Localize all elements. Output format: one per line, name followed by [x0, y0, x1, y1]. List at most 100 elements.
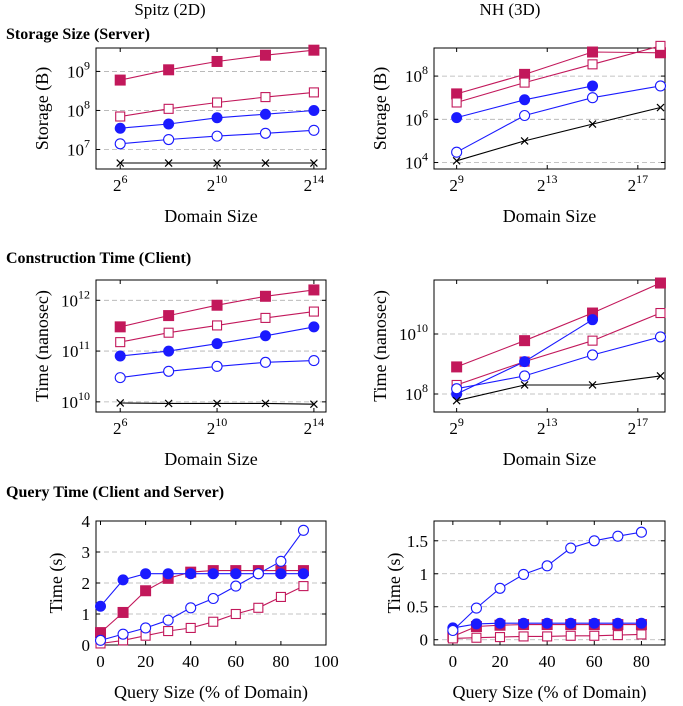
series-black-cross	[452, 103, 665, 165]
x-tick-label: 0	[96, 652, 105, 671]
data-point	[308, 306, 319, 317]
data-point	[308, 355, 320, 367]
data-point	[654, 80, 667, 92]
series-red-square-filled	[114, 44, 320, 86]
data-point	[519, 335, 531, 347]
data-point	[213, 399, 221, 408]
data-point	[470, 618, 482, 630]
data-point	[308, 87, 319, 98]
x-tick-label: 80	[633, 652, 650, 671]
data-point	[253, 602, 264, 613]
data-point	[164, 399, 173, 408]
x-tick-label: 0	[449, 652, 458, 671]
data-point	[520, 381, 529, 389]
data-point	[275, 568, 287, 580]
data-point	[451, 97, 462, 108]
y-tick-label: 1010	[399, 321, 428, 344]
series-red-square-open	[115, 306, 319, 348]
series-blue-circle-open	[94, 524, 310, 646]
data-point	[308, 104, 320, 116]
y-axis-label: Time (s)	[384, 553, 405, 614]
data-point	[163, 625, 174, 637]
series-black-cross	[116, 159, 318, 167]
data-point	[612, 630, 623, 641]
data-point	[494, 632, 506, 643]
data-point	[297, 524, 310, 536]
data-point	[636, 629, 647, 640]
series-blue-circle-filled	[114, 321, 320, 362]
series-red-square-open	[451, 40, 666, 108]
data-point	[587, 80, 599, 92]
data-point	[185, 568, 197, 580]
data-point	[656, 103, 665, 112]
series-line	[100, 529, 304, 641]
data-point	[140, 622, 152, 634]
series-line	[456, 375, 661, 402]
x-tick-label: 29	[449, 415, 464, 438]
data-point	[140, 568, 152, 580]
data-point	[275, 591, 286, 603]
data-point	[162, 614, 174, 626]
y-tick-label: 1010	[61, 389, 90, 412]
x-tick-label: 210	[207, 415, 228, 438]
x-tick-label: 60	[227, 652, 244, 671]
y-tick-label: 4	[82, 512, 91, 531]
data-point	[518, 617, 530, 629]
series-line	[452, 531, 642, 631]
data-point	[519, 109, 531, 122]
x-tick-label: 213	[537, 172, 558, 195]
data-point	[114, 372, 126, 384]
data-point	[259, 356, 272, 368]
data-point	[163, 365, 175, 377]
x-axis-label: Domain Size	[164, 449, 257, 469]
data-point	[259, 49, 271, 61]
data-point	[297, 568, 309, 580]
data-point	[452, 396, 461, 405]
data-point	[164, 159, 173, 167]
data-point	[494, 617, 506, 629]
data-point	[163, 327, 174, 338]
data-point	[451, 88, 463, 100]
data-point	[451, 146, 463, 158]
y-tick-label: 2	[82, 574, 91, 593]
axes-frame	[95, 47, 327, 170]
data-point	[259, 108, 271, 120]
data-point	[470, 602, 482, 614]
data-point	[162, 568, 174, 580]
data-point	[115, 111, 126, 122]
column-title-spitz: Spitz (2D)	[134, 0, 205, 19]
series-line	[100, 573, 304, 607]
x-tick-label: 60	[586, 652, 603, 671]
data-point	[95, 600, 107, 612]
chart-storage-nh: 29 213 217 104 106 108 Domain Size Storage (B)	[370, 40, 667, 226]
data-point	[635, 617, 647, 629]
x-axis-label: Query Size (% of Domain)	[453, 682, 647, 703]
x-tick-label: 210	[207, 172, 228, 195]
data-point	[656, 372, 665, 380]
y-tick-label: 1.5	[407, 532, 428, 551]
data-point	[211, 55, 223, 67]
data-point	[185, 622, 196, 634]
data-point	[117, 606, 129, 618]
x-tick-label: 40	[182, 652, 199, 671]
x-tick-label: 26	[113, 415, 128, 438]
y-tick-label: 108	[67, 97, 90, 120]
data-point	[261, 399, 270, 408]
data-point	[494, 582, 506, 594]
series-blue-circle-open	[451, 331, 667, 395]
data-point	[655, 40, 666, 51]
chart-storage-spitz: 26 210 214 107 108 109 Domain Size Storage (B)	[32, 44, 327, 226]
data-point	[451, 361, 463, 373]
series-blue-circle-filled	[95, 568, 309, 612]
section-title-construction: Construction Time (Client)	[6, 250, 191, 267]
y-tick-label: 1	[82, 605, 91, 624]
data-point	[211, 360, 223, 372]
data-point	[94, 634, 107, 646]
series-black-cross	[452, 372, 665, 405]
data-point	[451, 383, 463, 395]
data-point	[163, 310, 175, 322]
data-point	[212, 97, 223, 108]
data-point	[586, 349, 599, 361]
series-blue-circle-open	[114, 355, 320, 384]
